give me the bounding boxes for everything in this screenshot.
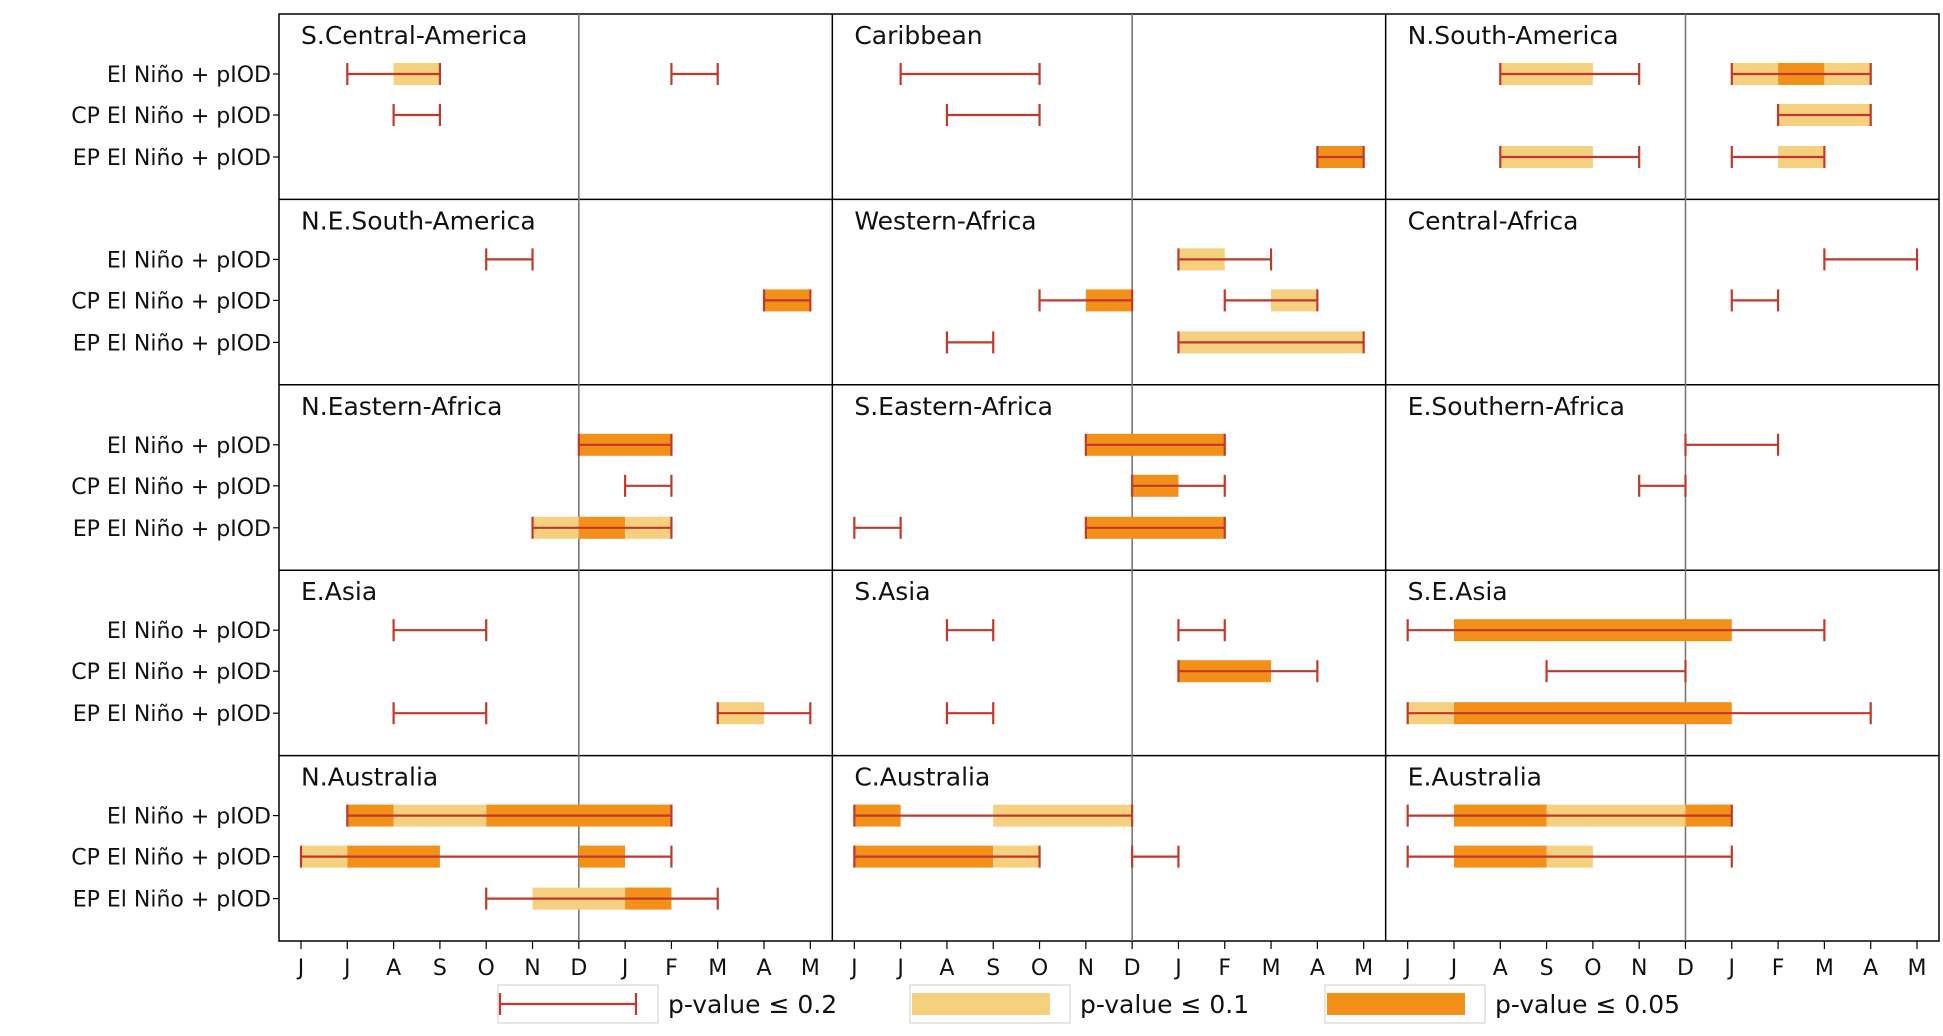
panel-title: Western-Africa bbox=[854, 206, 1036, 235]
x-tick-label: D bbox=[570, 956, 587, 981]
y-tick-label: CP El Niño + pIOD bbox=[71, 289, 271, 314]
y-tick-label: El Niño + pIOD bbox=[107, 434, 271, 459]
x-tick-label: S bbox=[433, 956, 447, 981]
x-tick-label: N bbox=[1078, 956, 1094, 981]
y-tick-label: El Niño + pIOD bbox=[107, 805, 271, 830]
x-tick-label: J bbox=[1173, 956, 1182, 981]
panel-title: Caribbean bbox=[854, 21, 982, 50]
panel-title: Central-Africa bbox=[1408, 206, 1579, 235]
panel-title: S.Asia bbox=[854, 577, 930, 606]
panel-title: S.Eastern-Africa bbox=[854, 392, 1053, 421]
panel-title: N.South-America bbox=[1408, 21, 1619, 50]
panel-title: N.E.South-America bbox=[301, 206, 536, 235]
y-tick-label: El Niño + pIOD bbox=[107, 63, 271, 88]
x-tick-label: S bbox=[1540, 956, 1554, 981]
x-tick-label: A bbox=[756, 956, 771, 981]
y-tick-label: CP El Niño + pIOD bbox=[71, 660, 271, 685]
x-tick-label: M bbox=[708, 956, 727, 981]
y-tick-label: EP El Niño + pIOD bbox=[73, 146, 271, 171]
legend-swatch-p005 bbox=[1327, 993, 1465, 1015]
panel-title: S.Central-America bbox=[301, 21, 527, 50]
y-tick-label: EP El Niño + pIOD bbox=[73, 888, 271, 913]
x-tick-label: N bbox=[1631, 956, 1647, 981]
x-tick-label: D bbox=[1677, 956, 1694, 981]
y-tick-label: EP El Niño + pIOD bbox=[73, 331, 271, 356]
panel-title: E.Asia bbox=[301, 577, 377, 606]
x-tick-label: M bbox=[1354, 956, 1373, 981]
y-tick-label: CP El Niño + pIOD bbox=[71, 846, 271, 871]
y-tick-label: CP El Niño + pIOD bbox=[71, 475, 271, 500]
x-tick-label: S bbox=[986, 956, 1000, 981]
x-tick-label: J bbox=[1727, 956, 1736, 981]
panel-title: N.Eastern-Africa bbox=[301, 392, 502, 421]
legend-label: p-value ≤ 0.2 bbox=[668, 990, 837, 1019]
x-tick-label: J bbox=[1449, 956, 1458, 981]
x-tick-label: M bbox=[1262, 956, 1281, 981]
panel-title: E.Southern-Africa bbox=[1408, 392, 1625, 421]
y-tick-label: El Niño + pIOD bbox=[107, 619, 271, 644]
panel-title: S.E.Asia bbox=[1408, 577, 1508, 606]
x-tick-label: A bbox=[939, 956, 954, 981]
x-tick-label: A bbox=[1493, 956, 1508, 981]
x-tick-label: J bbox=[296, 956, 305, 981]
x-tick-label: O bbox=[478, 956, 495, 981]
x-tick-label: M bbox=[1908, 956, 1927, 981]
x-tick-label: A bbox=[386, 956, 401, 981]
x-tick-label: F bbox=[1218, 956, 1231, 981]
y-tick-label: EP El Niño + pIOD bbox=[73, 517, 271, 542]
x-tick-label: F bbox=[665, 956, 678, 981]
legend-swatch-p01 bbox=[912, 993, 1050, 1015]
legend-label: p-value ≤ 0.1 bbox=[1080, 990, 1249, 1019]
panel-title: C.Australia bbox=[854, 763, 990, 792]
y-tick-label: El Niño + pIOD bbox=[107, 248, 271, 273]
x-tick-label: O bbox=[1584, 956, 1601, 981]
x-tick-label: J bbox=[849, 956, 858, 981]
x-tick-label: J bbox=[620, 956, 629, 981]
x-tick-label: J bbox=[1402, 956, 1411, 981]
x-tick-label: M bbox=[801, 956, 820, 981]
panel-title: N.Australia bbox=[301, 763, 438, 792]
x-tick-label: F bbox=[1772, 956, 1785, 981]
y-tick-label: CP El Niño + pIOD bbox=[71, 104, 271, 129]
x-tick-label: A bbox=[1863, 956, 1878, 981]
panel-title: E.Australia bbox=[1408, 763, 1542, 792]
x-tick-label: J bbox=[895, 956, 904, 981]
x-tick-label: J bbox=[342, 956, 351, 981]
x-tick-label: A bbox=[1310, 956, 1325, 981]
plot-frame bbox=[278, 13, 1940, 942]
x-tick-label: D bbox=[1124, 956, 1141, 981]
y-tick-label: EP El Niño + pIOD bbox=[73, 702, 271, 727]
x-tick-label: N bbox=[524, 956, 540, 981]
legend-label: p-value ≤ 0.05 bbox=[1495, 990, 1680, 1019]
x-tick-label: O bbox=[1031, 956, 1048, 981]
x-tick-label: M bbox=[1815, 956, 1834, 981]
